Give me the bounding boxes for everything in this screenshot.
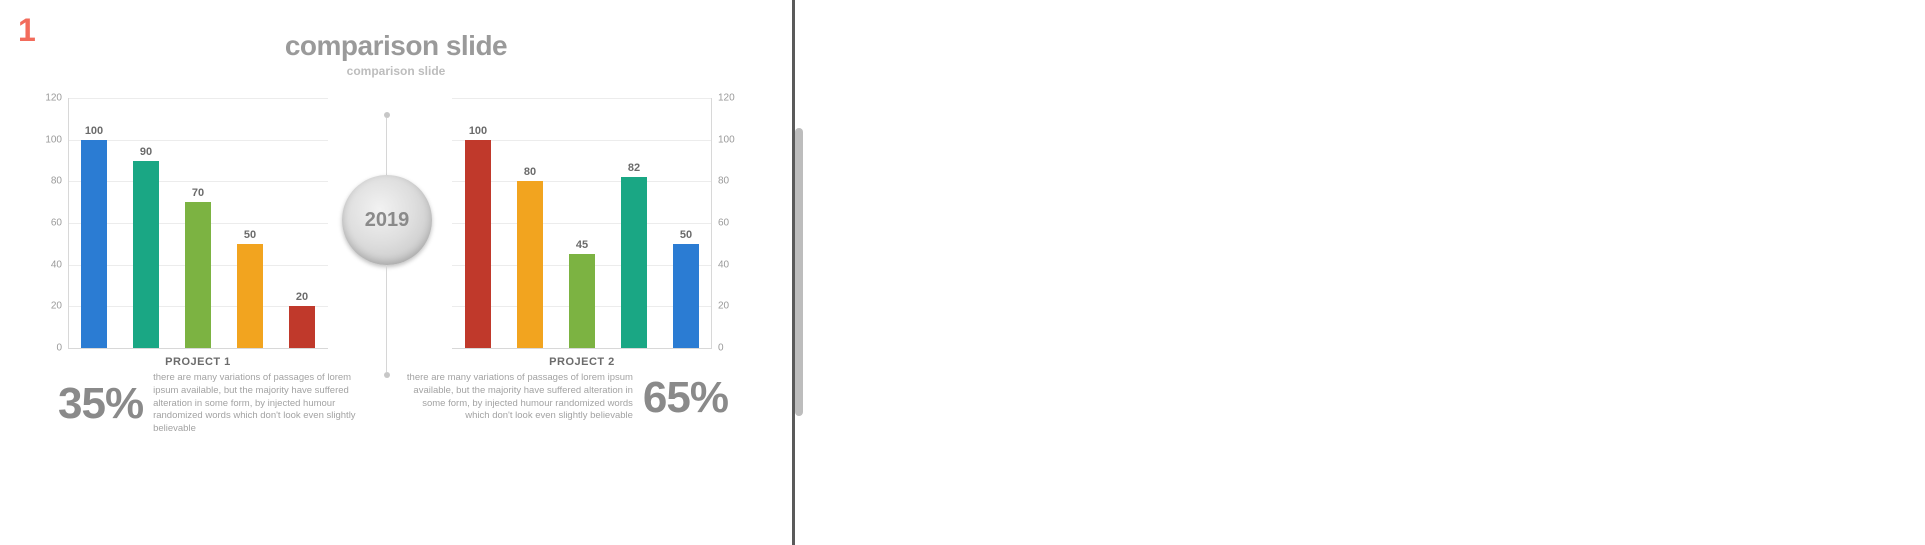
slide: 1 comparison slide comparison slide 0204…: [0, 0, 792, 545]
axis-tick: 120: [40, 93, 68, 104]
bar-value-label: 82: [628, 162, 640, 174]
bar-group: 45: [561, 239, 603, 348]
bar: [289, 306, 315, 348]
bar-group: 20: [281, 291, 323, 348]
bar-value-label: 100: [85, 125, 103, 137]
bar-value-label: 70: [192, 187, 204, 199]
connector-dot: [384, 112, 390, 118]
connector-dot: [384, 372, 390, 378]
bar-group: 50: [229, 229, 271, 348]
blurb-right: there are many variations of passages of…: [398, 372, 633, 423]
bar: [81, 140, 107, 348]
bar: [621, 177, 647, 348]
axis-tick: 40: [40, 259, 68, 270]
bar-value-label: 45: [576, 239, 588, 251]
bar-group: 90: [125, 146, 167, 349]
bar-value-label: 100: [469, 125, 487, 137]
bar-group: 82: [613, 162, 655, 348]
chart-project-2: 020406080100120 10080458250 PROJECT 2: [440, 98, 740, 358]
bar-group: 80: [509, 166, 551, 348]
axis-tick: 60: [712, 218, 740, 229]
bar-value-label: 90: [140, 146, 152, 158]
slide-title: comparison slide: [0, 30, 792, 62]
axis-tick: 80: [40, 176, 68, 187]
axis-tick: 100: [712, 134, 740, 145]
axis-tick: 20: [40, 301, 68, 312]
axis-tick: 40: [712, 259, 740, 270]
slide-subtitle: comparison slide: [0, 64, 792, 78]
axis-tick: 0: [40, 343, 68, 354]
x-axis: [452, 348, 712, 349]
footer-left: 35% there are many variations of passage…: [58, 372, 368, 436]
connector-line: [386, 265, 387, 372]
axis-tick: 0: [712, 343, 740, 354]
axis-tick: 80: [712, 176, 740, 187]
title-block: comparison slide comparison slide: [0, 30, 792, 78]
bar: [517, 181, 543, 348]
bar-group: 70: [177, 187, 219, 348]
chart-label: PROJECT 1: [68, 356, 328, 368]
bar-group: 100: [73, 125, 115, 348]
axis-tick: 20: [712, 301, 740, 312]
axis-tick: 120: [712, 93, 740, 104]
bar-value-label: 50: [244, 229, 256, 241]
bar: [237, 244, 263, 348]
percentage-left: 35%: [58, 379, 143, 429]
bar: [569, 254, 595, 348]
x-axis: [68, 348, 328, 349]
axis-tick: 100: [40, 134, 68, 145]
bar-value-label: 20: [296, 291, 308, 303]
bar: [185, 202, 211, 348]
chart-label: PROJECT 2: [452, 356, 712, 368]
year-label: 2019: [365, 209, 410, 232]
footer-right: there are many variations of passages of…: [398, 372, 728, 423]
bar-value-label: 80: [524, 166, 536, 178]
bar-group: 50: [665, 229, 707, 348]
axis-tick: 60: [40, 218, 68, 229]
chart-project-1: 020406080100120 10090705020 PROJECT 1: [40, 98, 340, 358]
percentage-right: 65%: [643, 373, 728, 423]
bar: [673, 244, 699, 348]
bar: [133, 161, 159, 349]
scrollbar-thumb[interactable]: [795, 128, 803, 416]
panel-divider[interactable]: [792, 0, 1925, 545]
bar-group: 100: [457, 125, 499, 348]
bar: [465, 140, 491, 348]
year-badge: 2019: [342, 175, 432, 265]
bar-value-label: 50: [680, 229, 692, 241]
blurb-left: there are many variations of passages of…: [153, 372, 368, 436]
connector-line: [386, 118, 387, 175]
